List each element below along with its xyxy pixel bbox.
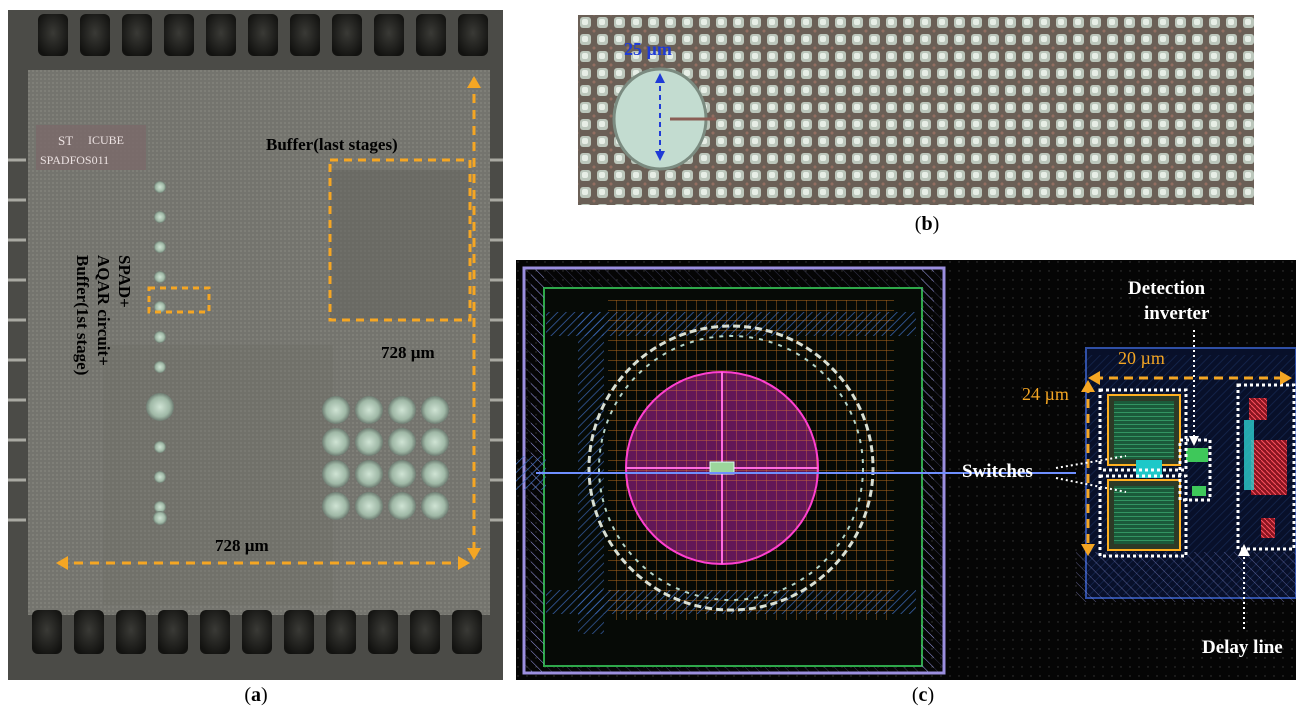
detection-label-line2: inverter <box>1144 303 1210 324</box>
height-24um-label: 24 µm <box>1022 384 1069 404</box>
svg-text:ST: ST <box>58 133 73 148</box>
panel-a-caption: (a) <box>244 684 268 706</box>
spad-array <box>322 396 449 520</box>
layout-panel: Detection inverter Switches Delay line 2… <box>516 260 1296 680</box>
spad-vertical-label: SPAD+ AQAR circuit+ Buffer(1st stage) <box>73 255 134 375</box>
panel-b-caption: (b) <box>914 213 940 235</box>
spad-cell-box <box>147 286 211 314</box>
switches-label: Switches <box>962 461 1033 482</box>
detection-inverter-cell <box>1186 448 1208 496</box>
panel-c-caption: (c) <box>911 684 935 706</box>
diameter-label: 25 µm <box>624 39 672 59</box>
buffer-last-stages-label: Buffer(last stages) <box>266 135 398 154</box>
panel-a-annotations <box>56 76 481 570</box>
detection-label-line1: Detection <box>1128 278 1205 299</box>
chip-logo-top-text: ICUBE <box>88 133 124 147</box>
side-wires <box>8 158 503 522</box>
buffer-last-stages-box <box>328 158 472 322</box>
height-label: 728 µm <box>381 343 435 362</box>
chip-logo: ST ICUBE SPADFOS011 <box>36 125 146 170</box>
chip-micrograph-panel: ST ICUBE SPADFOS011 <box>8 10 503 680</box>
spad-column <box>146 181 174 525</box>
bond-pads-top <box>38 14 488 56</box>
callout-arrows <box>1055 330 1245 632</box>
layout-dimensions <box>1081 371 1292 556</box>
diameter-annotation <box>655 73 665 161</box>
switch-transistors <box>1107 394 1181 551</box>
width-20um-label: 20 µm <box>1118 348 1165 368</box>
delay-line-cell <box>1244 398 1287 538</box>
spad-label-line3: Buffer(1st stage) <box>73 255 92 375</box>
width-label: 728 µm <box>215 536 269 555</box>
bond-pads-bottom <box>32 610 482 654</box>
chip-logo-bottom-text: SPADFOS011 <box>40 153 109 167</box>
delay-line-label: Delay line <box>1202 637 1283 658</box>
spad-label-line1: SPAD+ <box>115 255 134 308</box>
spad-label-line2: AQAR circuit+ <box>94 255 113 366</box>
spad-array-micrograph-panel: 25 µm <box>578 15 1254 205</box>
spad-active-area <box>625 371 819 565</box>
